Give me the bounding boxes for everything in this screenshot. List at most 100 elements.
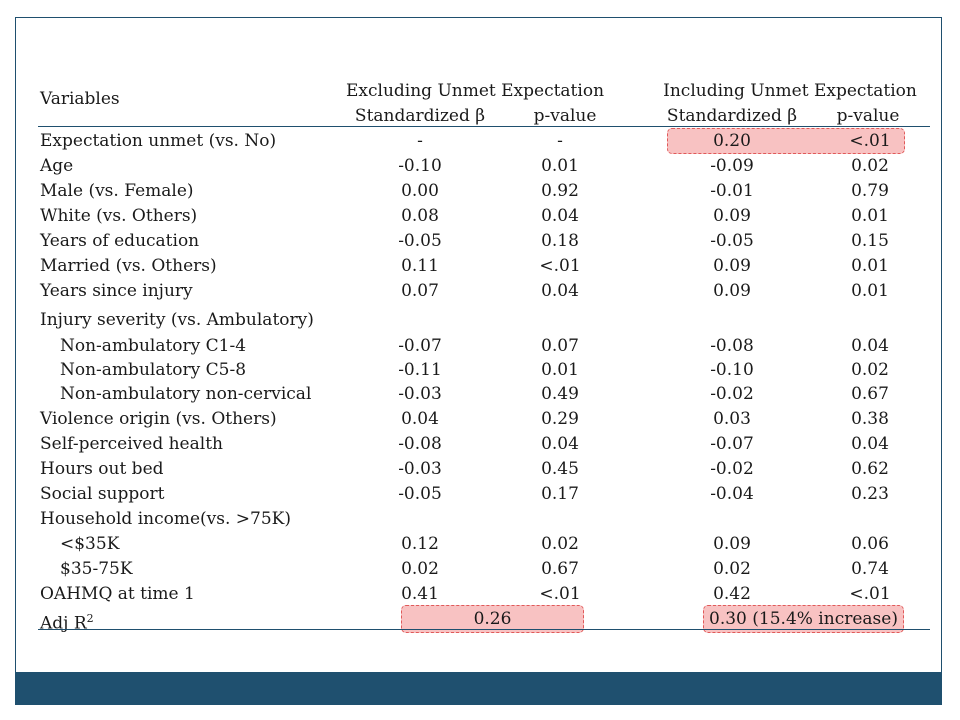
cell-p-incl: 0.79 xyxy=(851,181,889,201)
cell-p-excl: 0.29 xyxy=(541,409,579,429)
cell-p-excl: 0.92 xyxy=(541,181,579,201)
cell-p-excl: 0.02 xyxy=(541,534,579,554)
group-header-excluding: Excluding Unmet Expectation xyxy=(345,81,605,101)
cell-beta-excl: 0.08 xyxy=(401,206,439,226)
adj-r2-label: Adj R2 xyxy=(40,612,94,634)
row-label: $35-75K xyxy=(60,559,133,579)
cell-p-incl: <.01 xyxy=(849,131,891,151)
cell-p-excl: 0.01 xyxy=(541,360,579,380)
cell-p-excl: 0.04 xyxy=(541,434,579,454)
cell-beta-incl: -0.07 xyxy=(710,434,754,454)
row-label: Social support xyxy=(40,484,165,504)
cell-p-excl: 0.04 xyxy=(541,206,579,226)
cell-beta-excl: -0.10 xyxy=(398,156,442,176)
row-label: OAHMQ at time 1 xyxy=(40,584,195,604)
cell-p-excl: <.01 xyxy=(539,584,581,604)
cell-beta-incl: -0.02 xyxy=(710,384,754,404)
row-label: Self-perceived health xyxy=(40,434,223,454)
cell-beta-incl: 0.09 xyxy=(713,256,751,276)
cell-beta-excl: -0.05 xyxy=(398,231,442,251)
header-rule xyxy=(38,126,930,127)
cell-p-incl: 0.62 xyxy=(851,459,889,479)
cell-p-excl: 0.17 xyxy=(541,484,579,504)
cell-beta-incl: -0.05 xyxy=(710,231,754,251)
section-label: Household income(vs. >75K) xyxy=(40,509,291,529)
subheader-beta-incl: Standardized β xyxy=(666,106,798,126)
row-label: Non-ambulatory C1-4 xyxy=(60,336,247,356)
cell-p-incl: 0.02 xyxy=(851,360,889,380)
row-label: Married (vs. Others) xyxy=(40,256,217,276)
row-label: Violence origin (vs. Others) xyxy=(40,409,277,429)
row-label: Expectation unmet (vs. No) xyxy=(40,131,277,151)
cell-p-incl: 0.38 xyxy=(851,409,889,429)
cell-beta-excl: -0.05 xyxy=(398,484,442,504)
row-label: <$35K xyxy=(60,534,120,554)
cell-beta-excl: -0.07 xyxy=(398,336,442,356)
cell-p-incl: 0.67 xyxy=(851,384,889,404)
cell-p-excl: 0.67 xyxy=(541,559,579,579)
cell-p-incl: 0.04 xyxy=(851,434,889,454)
cell-beta-incl: -0.09 xyxy=(710,156,754,176)
subheader-beta-excl: Standardized β xyxy=(354,106,486,126)
cell-beta-excl: -0.08 xyxy=(398,434,442,454)
cell-p-incl: 0.06 xyxy=(851,534,889,554)
cell-p-incl: 0.01 xyxy=(851,256,889,276)
cell-p-excl: - xyxy=(557,131,563,151)
cell-p-incl: 0.23 xyxy=(851,484,889,504)
cell-beta-incl: -0.01 xyxy=(710,181,754,201)
cell-beta-excl: 0.07 xyxy=(401,281,439,301)
row-label: Hours out bed xyxy=(40,459,164,479)
row-label: Years of education xyxy=(40,231,200,251)
row-label: Years since injury xyxy=(40,281,193,301)
cell-p-excl: 0.49 xyxy=(541,384,579,404)
header-variables: Variables xyxy=(40,89,120,109)
row-label: White (vs. Others) xyxy=(40,206,198,226)
bottom-rule xyxy=(38,629,930,630)
adj-r2-excl-value: 0.26 xyxy=(473,609,512,629)
cell-p-excl: 0.01 xyxy=(541,156,579,176)
cell-beta-incl: 0.09 xyxy=(713,206,751,226)
cell-p-incl: 0.02 xyxy=(851,156,889,176)
cell-beta-excl: 0.02 xyxy=(401,559,439,579)
cell-p-incl: <.01 xyxy=(849,584,891,604)
cell-beta-excl: -0.03 xyxy=(398,459,442,479)
cell-p-excl: 0.04 xyxy=(541,281,579,301)
cell-p-incl: 0.74 xyxy=(851,559,889,579)
cell-p-excl: <.01 xyxy=(539,256,581,276)
cell-beta-excl: - xyxy=(417,131,423,151)
cell-beta-incl: 0.09 xyxy=(713,534,751,554)
cell-beta-excl: 0.04 xyxy=(401,409,439,429)
footer-bar xyxy=(15,672,942,705)
cell-beta-incl: 0.20 xyxy=(713,131,751,151)
section-label: Injury severity (vs. Ambulatory) xyxy=(40,310,314,330)
cell-beta-incl: -0.04 xyxy=(710,484,754,504)
cell-beta-incl: 0.09 xyxy=(713,281,751,301)
cell-p-incl: 0.01 xyxy=(851,281,889,301)
cell-p-excl: 0.07 xyxy=(541,336,579,356)
cell-beta-incl: 0.02 xyxy=(713,559,751,579)
cell-beta-excl: 0.12 xyxy=(401,534,439,554)
cell-beta-incl: -0.02 xyxy=(710,459,754,479)
cell-beta-incl: 0.42 xyxy=(713,584,751,604)
row-label: Male (vs. Female) xyxy=(40,181,194,201)
cell-p-excl: 0.18 xyxy=(541,231,579,251)
cell-p-incl: 0.15 xyxy=(851,231,889,251)
cell-beta-incl: 0.03 xyxy=(713,409,751,429)
cell-beta-incl: -0.10 xyxy=(710,360,754,380)
subheader-p-excl: p-value xyxy=(533,106,597,126)
row-label: Non-ambulatory non-cervical xyxy=(60,384,312,404)
highlight-expectation-incl xyxy=(667,128,905,154)
cell-p-incl: 0.01 xyxy=(851,206,889,226)
row-label: Non-ambulatory C5-8 xyxy=(60,360,247,380)
adj-r2-incl-value: 0.30 (15.4% increase) xyxy=(709,609,898,629)
cell-beta-excl: 0.00 xyxy=(401,181,439,201)
cell-beta-excl: -0.03 xyxy=(398,384,442,404)
cell-beta-excl: 0.11 xyxy=(401,256,439,276)
cell-beta-excl: -0.11 xyxy=(398,360,442,380)
cell-beta-excl: 0.41 xyxy=(401,584,439,604)
cell-beta-incl: -0.08 xyxy=(710,336,754,356)
highlight-adjr2-excl xyxy=(401,605,584,633)
row-label: Age xyxy=(40,156,74,176)
cell-p-incl: 0.04 xyxy=(851,336,889,356)
subheader-p-incl: p-value xyxy=(836,106,900,126)
